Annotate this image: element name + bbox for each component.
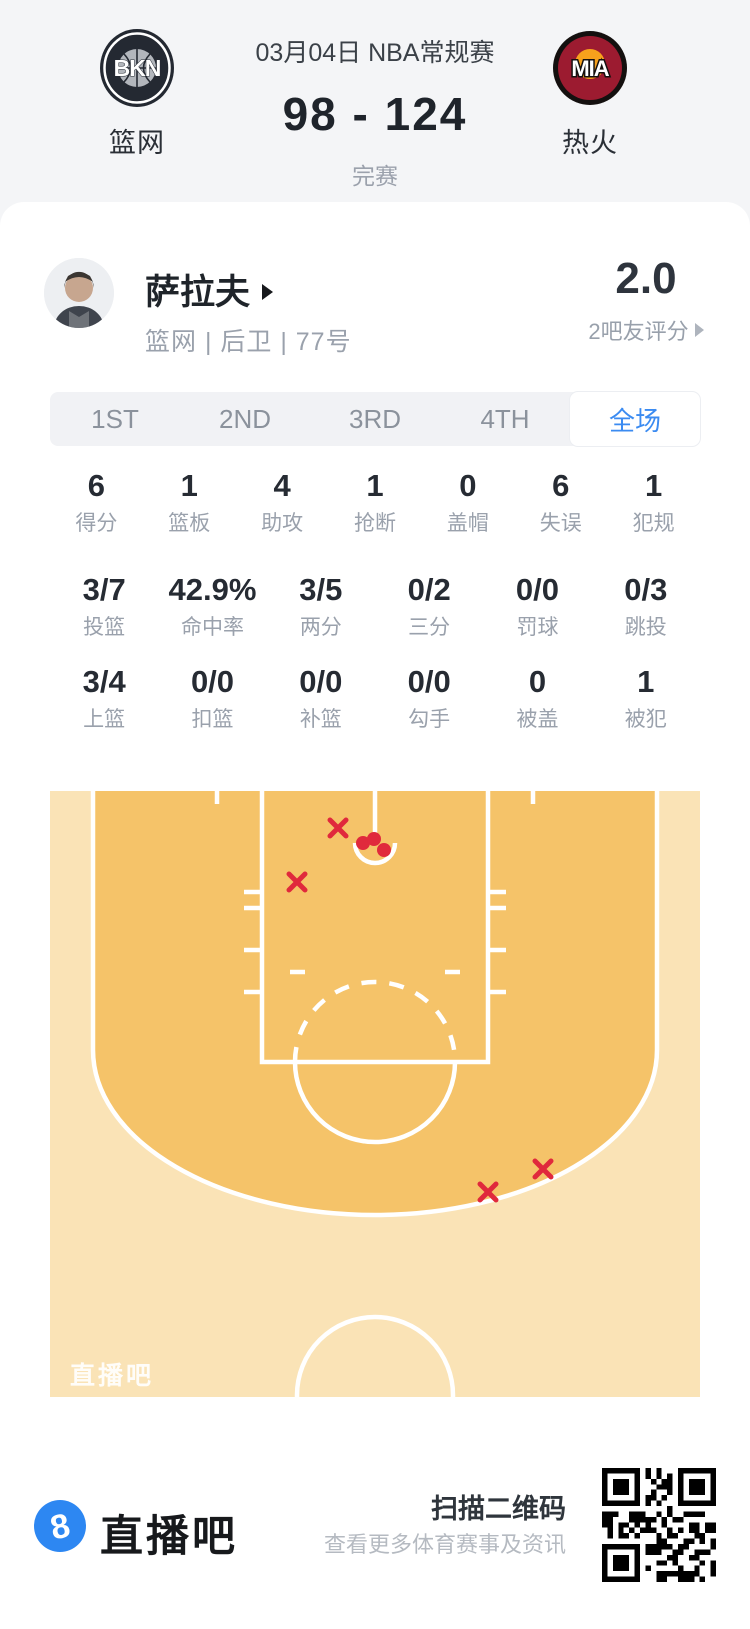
rating-value: 2.0 — [615, 254, 677, 303]
stat-dunk: 0/0 扣篮 — [190, 664, 235, 731]
bkn-team-logo-icon: BKN — [100, 29, 174, 107]
made-shot-marker — [356, 836, 370, 850]
brand-name: 直播吧 — [100, 1513, 238, 1561]
stat-fg-pct: 42.9% 命中率 — [168, 572, 257, 639]
player-name-row[interactable]: 萨拉夫 — [145, 264, 274, 315]
chevron-right-icon — [262, 283, 274, 300]
player-name: 萨拉夫 — [145, 273, 251, 312]
missed-shot-marker — [532, 1158, 554, 1180]
restricted-area-arc — [352, 842, 398, 866]
stat-fouled-on: 1 被犯 — [624, 664, 667, 731]
svg-text:BKN: BKN — [114, 55, 161, 81]
player-avatar-image — [44, 258, 114, 328]
match-status: 完赛 — [352, 163, 398, 189]
rating-block[interactable]: 2.0 2吧友评分 — [576, 254, 716, 346]
mia-team-logo-icon: MIA — [553, 31, 627, 105]
tab-1st[interactable]: 1ST — [91, 403, 139, 434]
stat-got-blocked: 0 被盖 — [516, 664, 559, 731]
match-date-league: 03月04日 NBA常规赛 — [255, 39, 495, 67]
match-center-info: 03月04日 NBA常规赛 98 - 124 完赛 — [175, 0, 575, 191]
home-team-block[interactable]: BKN 篮网 — [57, 28, 217, 160]
stat-row-basic: 6 得分 1 篮板 4 助攻 1 抢断 0 盖帽 6 失误 1 犯规 — [50, 468, 700, 537]
stat-2pt: 3/5 两分 — [299, 572, 343, 639]
shot-chart-court — [50, 791, 700, 1397]
stat-jumper: 0/3 跳投 — [624, 572, 668, 639]
tab-full-game[interactable]: 全场 — [570, 392, 700, 446]
zhibo8-logo-icon: 8 — [34, 1500, 86, 1552]
home-team-name: 篮网 — [109, 128, 165, 158]
missed-shot-marker — [327, 817, 349, 839]
missed-shot-marker — [286, 871, 308, 893]
stat-turnovers: 6 失误 — [539, 468, 582, 535]
stat-row-shot-types: 3/4 上篮 0/0 扣篮 0/0 补篮 0/0 勾手 0 被盖 1 被犯 — [50, 664, 700, 733]
qr-title: 扫描二维码 — [431, 1494, 566, 1524]
stat-row-shooting: 3/7 投篮 42.9% 命中率 3/5 两分 0/2 三分 0/0 罚球 0/3 跳投 — [50, 572, 700, 641]
stat-hook: 0/0 勾手 — [407, 664, 451, 731]
shot-markers — [286, 817, 554, 1203]
match-score: 98 - 124 — [282, 88, 468, 140]
stat-blocks: 0 盖帽 — [446, 468, 489, 535]
rating-caption-row: 2吧友评分 — [576, 314, 716, 346]
stat-putback: 0/0 补篮 — [299, 664, 343, 731]
stat-assists: 4 助攻 — [261, 468, 304, 535]
stat-fg: 3/7 投篮 — [82, 572, 126, 639]
player-avatar[interactable] — [44, 258, 114, 328]
stat-ft: 0/0 罚球 — [515, 572, 560, 639]
stat-rebounds: 1 篮板 — [168, 468, 211, 535]
away-team-block[interactable]: MIA 热火 — [510, 28, 670, 160]
stat-points: 6 得分 — [75, 468, 118, 535]
made-shot-marker — [377, 843, 391, 857]
rating-caption: 2吧友评分 — [588, 319, 689, 344]
stat-3pt: 0/2 三分 — [407, 572, 451, 639]
svg-text:MIA: MIA — [571, 56, 609, 81]
player-meta: 篮网 | 后卫 | 77号 — [145, 328, 352, 356]
stat-layup: 3/4 上篮 — [82, 664, 126, 731]
quarter-tabs: 1ST 2ND 3RD 4TH 全场 — [50, 392, 700, 446]
missed-shot-marker — [477, 1181, 499, 1203]
free-throw-circle-bottom — [292, 1061, 458, 1145]
court-inner-area — [93, 791, 657, 1215]
match-header: BKN 篮网 03月04日 NBA常规赛 98 - 124 完赛 MIA 热火 — [0, 0, 750, 202]
tab-4th[interactable]: 4TH — [480, 403, 530, 434]
lane-hash-marks — [244, 889, 506, 995]
free-throw-circle-top-dashed — [292, 979, 458, 1063]
chevron-right-icon — [694, 323, 704, 337]
court-lines — [90, 791, 660, 1397]
qr-code — [602, 1468, 716, 1582]
away-team-name: 热火 — [562, 128, 618, 158]
key-lane — [259, 791, 491, 1065]
three-point-line — [90, 791, 660, 1218]
tab-3rd[interactable]: 3RD — [348, 403, 401, 434]
stat-steals: 1 抢断 — [354, 468, 396, 535]
center-circle — [294, 1314, 456, 1397]
made-shot-marker — [367, 832, 381, 846]
court-watermark: 直播吧 — [70, 1362, 155, 1390]
player-stats-card: 萨拉夫 篮网 | 后卫 | 77号 2.0 2吧友评分 1ST 2ND 3RD … — [0, 202, 750, 1629]
stat-fouls: 1 犯规 — [632, 468, 675, 535]
tab-2nd[interactable]: 2ND — [218, 403, 271, 434]
qr-subtitle: 查看更多体育赛事及资讯 — [323, 1532, 566, 1557]
qr-text-block: 扫描二维码 查看更多体育赛事及资讯 — [324, 1494, 566, 1558]
